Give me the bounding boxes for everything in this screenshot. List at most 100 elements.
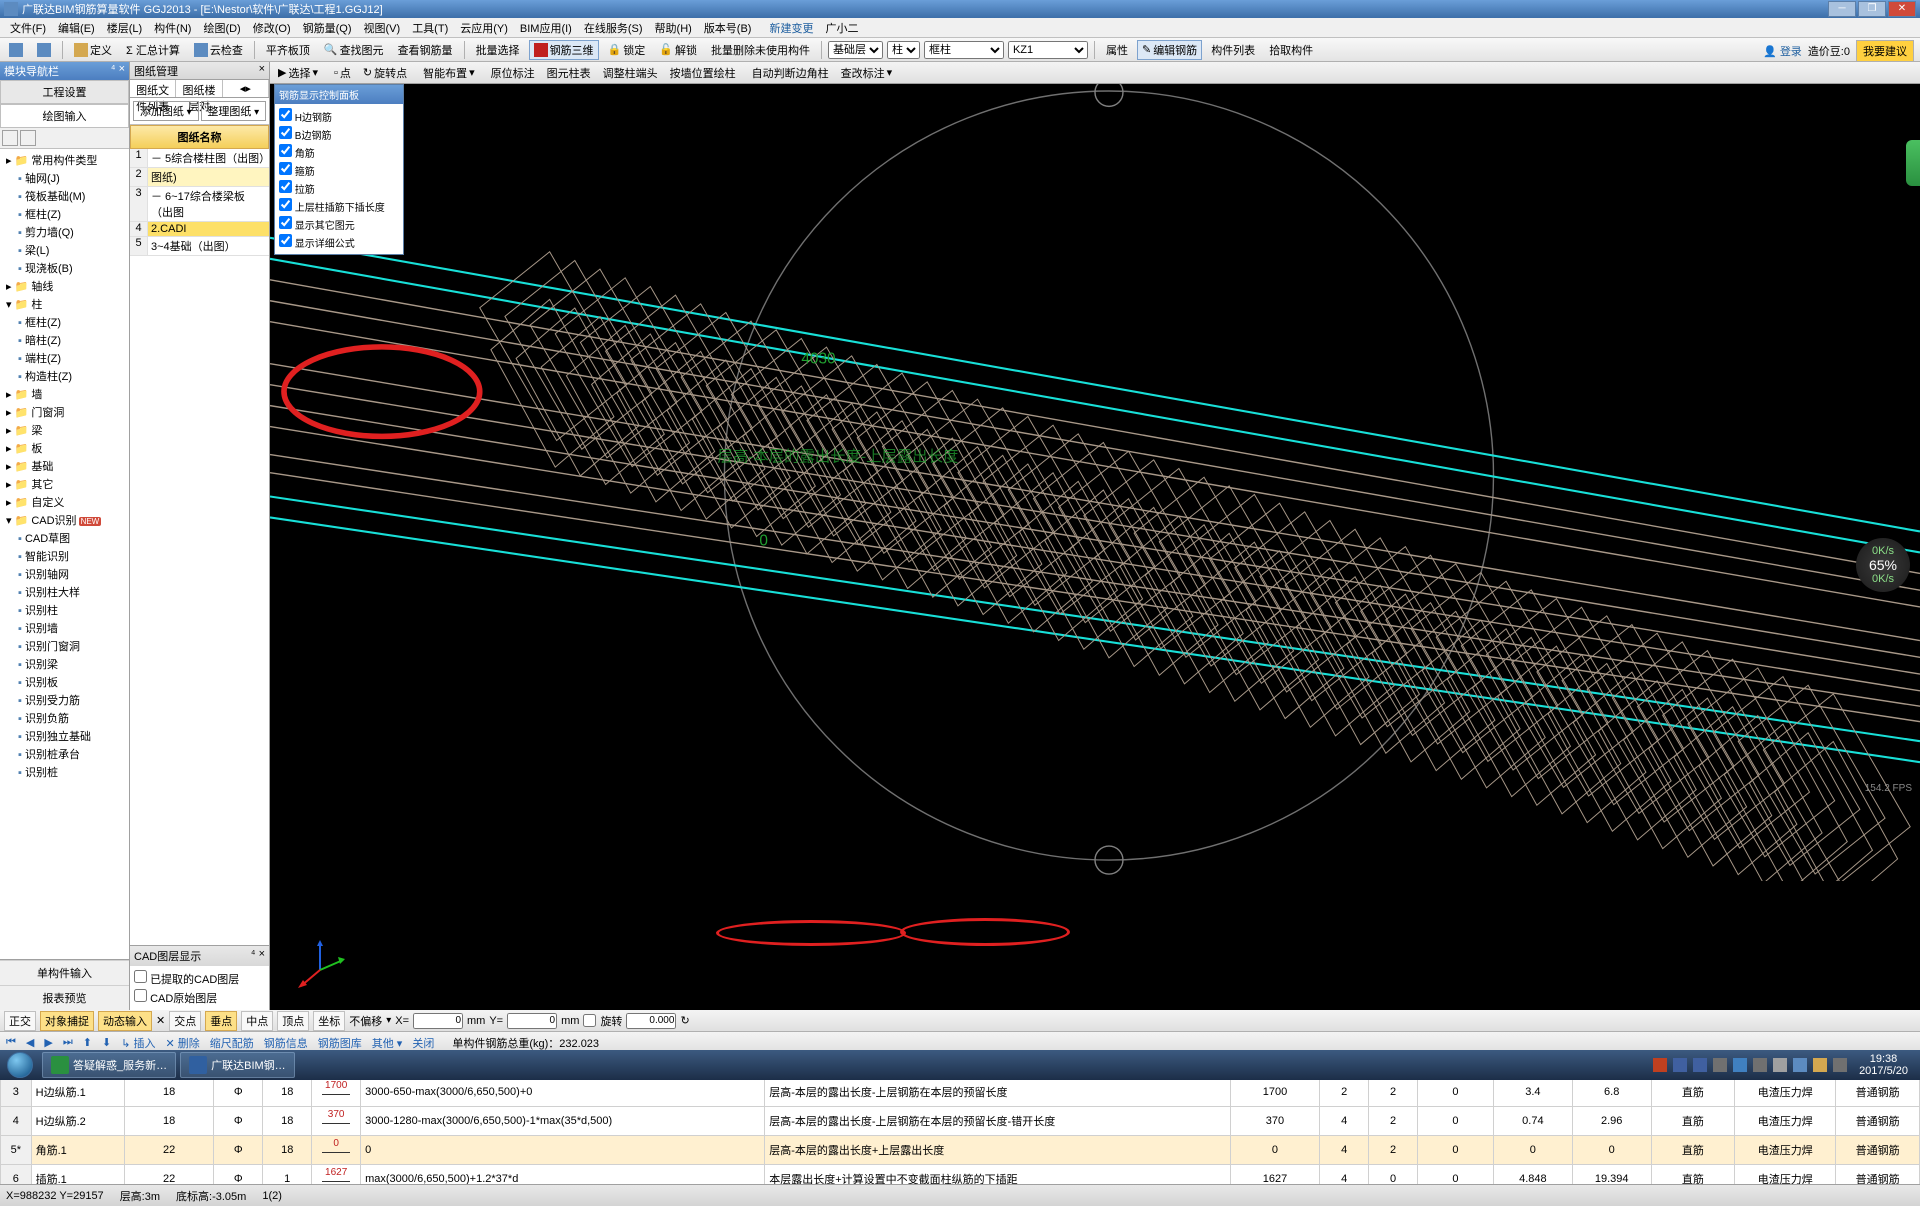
tree-node[interactable]: ▪ 剪力墙(Q) [2, 223, 127, 241]
tree-node[interactable]: ▪ 现浇板(B) [2, 259, 127, 277]
tree-node[interactable]: ▸ 📁 其它 [2, 475, 127, 493]
tool-lock[interactable]: 🔒锁定 [603, 40, 651, 60]
tree-node[interactable]: ▪ 识别梁 [2, 655, 127, 673]
tray-icon[interactable] [1713, 1058, 1727, 1072]
tree-node[interactable]: ▪ 识别负筋 [2, 709, 127, 727]
task-app-1[interactable]: 广联达BIM钢… [180, 1052, 295, 1078]
rb-close[interactable]: 关闭 [410, 1035, 436, 1051]
cat-select[interactable]: 柱 [887, 41, 920, 59]
table-row[interactable]: 3H边纵筋.118Φ1817003000-650-max(3000/6,650,… [1, 1078, 1920, 1107]
vp-coltable[interactable]: 图元柱表 [543, 64, 595, 82]
menu-online[interactable]: 在线服务(S) [578, 18, 649, 38]
menu-quantity[interactable]: 钢筋量(Q) [297, 18, 358, 38]
drawing-row[interactable]: 2图纸) [130, 168, 269, 187]
tray-clock[interactable]: 19:382017/5/20 [1853, 1053, 1914, 1077]
tray-volume-icon[interactable] [1833, 1058, 1847, 1072]
tree-node[interactable]: ▸ 📁 轴线 [2, 277, 127, 295]
cad-layer-item-0[interactable]: 已提取的CAD图层 [133, 969, 266, 988]
cad-layer-close-icon[interactable]: ⁴ × [251, 948, 265, 964]
tree-node[interactable]: ▾ 📁 柱 [2, 295, 127, 313]
nav-tree[interactable]: ▸ 📁 常用构件类型▪ 轴网(J)▪ 筏板基础(M)▪ 框柱(Z)▪ 剪力墙(Q… [0, 149, 129, 959]
drawing-add-button[interactable]: 添加图纸 ▾ [133, 101, 199, 121]
rebar-display-panel[interactable]: 钢筋显示控制面板 H边钢筋 B边钢筋 角筋 箍筋 拉筋 上层柱插筋下插长度 显示… [274, 84, 404, 255]
menu-modify[interactable]: 修改(O) [247, 18, 297, 38]
menu-draw[interactable]: 绘图(D) [197, 18, 246, 38]
menu-tool[interactable]: 工具(T) [406, 18, 454, 38]
tool-viewqty[interactable]: 查看钢筋量 [393, 40, 458, 60]
menu-file[interactable]: 文件(F) [4, 18, 52, 38]
drawing-tab-floors[interactable]: 图纸楼层对 [176, 80, 222, 97]
close-button[interactable]: ✕ [1888, 1, 1916, 17]
tree-node[interactable]: ▪ 构造柱(Z) [2, 367, 127, 385]
menu-floor[interactable]: 楼层(L) [101, 18, 148, 38]
3d-viewport[interactable]: ▶ 选择 ▾ ▫ 点 ↻ 旋转点 智能布置 ▾ 原位标注 图元柱表 调整柱端头 … [270, 62, 1920, 1010]
tool-batchdel[interactable]: 批量删除未使用构件 [706, 40, 815, 60]
rebar-disp-item[interactable]: 显示其它图元 [278, 215, 400, 233]
tool-pick[interactable]: 拾取构件 [1264, 40, 1318, 60]
nav-down[interactable]: ⬇ [100, 1036, 113, 1049]
tree-node[interactable]: ▸ 📁 门窗洞 [2, 403, 127, 421]
tree-node[interactable]: ▪ 框柱(Z) [2, 205, 127, 223]
rebar-disp-item[interactable]: 角筋 [278, 143, 400, 161]
tree-node[interactable]: ▪ 暗柱(Z) [2, 331, 127, 349]
tray-icon[interactable] [1673, 1058, 1687, 1072]
snap-rot-check[interactable] [583, 1014, 596, 1027]
menu-edit[interactable]: 编辑(E) [52, 18, 101, 38]
menu-cloud[interactable]: 云应用(Y) [454, 18, 514, 38]
nav-next[interactable]: ▶ [42, 1036, 54, 1049]
menu-newchange[interactable]: 新建变更 [763, 18, 819, 38]
drawing-row[interactable]: 3－ 6~17综合楼梁板（出图 [130, 187, 269, 222]
tree-node[interactable]: ▸ 📁 自定义 [2, 493, 127, 511]
menu-version[interactable]: 版本号(B) [698, 18, 758, 38]
tree-node[interactable]: ▪ 识别轴网 [2, 565, 127, 583]
tool-unlock[interactable]: 🔓解锁 [654, 40, 702, 60]
drawing-row[interactable]: 5 3~4基础（出图） [130, 237, 269, 256]
task-app-0[interactable]: 答疑解惑_服务新… [42, 1052, 176, 1078]
tool-cloudcheck[interactable]: 云检查 [189, 40, 248, 60]
tool-batchsel[interactable]: 批量选择 [471, 40, 525, 60]
nav-up[interactable]: ⬆ [81, 1036, 94, 1049]
tree-node[interactable]: ▪ 识别桩承台 [2, 745, 127, 763]
snap-osnap[interactable]: 对象捕捉 [40, 1011, 94, 1031]
vp-bywall[interactable]: 按墙位置绘柱 [666, 64, 740, 82]
tray-icon[interactable] [1813, 1058, 1827, 1072]
rb-lib[interactable]: 钢筋图库 [316, 1035, 364, 1051]
vp-point[interactable]: ▫ 点 [330, 64, 355, 82]
side-green-tab[interactable] [1906, 140, 1920, 186]
tree-node[interactable]: ▪ 识别板 [2, 673, 127, 691]
tree-node[interactable]: ▸ 📁 墙 [2, 385, 127, 403]
tree-node[interactable]: ▪ CAD草图 [2, 529, 127, 547]
cad-layer-item-1[interactable]: CAD原始图层 [133, 988, 266, 1007]
mini-expand-icon[interactable] [2, 130, 18, 146]
tree-node[interactable]: ▪ 识别墙 [2, 619, 127, 637]
drawing-list[interactable]: 1－ 5综合楼柱图（出图）2图纸)3－ 6~17综合楼梁板（出图4 2.CADI… [130, 149, 269, 256]
drawing-org-button[interactable]: 整理图纸 ▾ [201, 101, 267, 121]
tool-define[interactable]: 定义 [69, 40, 117, 60]
tool-sumcalc[interactable]: Σ 汇总计算 [121, 40, 185, 60]
tree-node[interactable]: ▾ 📁 CAD识别NEW [2, 511, 127, 529]
nav-prev[interactable]: ◀ [24, 1036, 36, 1049]
menu-view[interactable]: 视图(V) [358, 18, 407, 38]
tree-node[interactable]: ▪ 识别柱大样 [2, 583, 127, 601]
snap-y-input[interactable] [507, 1013, 557, 1029]
mini-collapse-icon[interactable] [20, 130, 36, 146]
tree-node[interactable]: ▪ 识别柱 [2, 601, 127, 619]
nav-bottom-report[interactable]: 报表预览 [0, 985, 129, 1010]
tray-icon[interactable] [1773, 1058, 1787, 1072]
menu-gxe[interactable]: 广小二 [819, 18, 864, 38]
snap-vert[interactable]: 顶点 [277, 1011, 309, 1031]
snap-rot-input[interactable] [626, 1013, 676, 1029]
tray-icon[interactable] [1693, 1058, 1707, 1072]
nav-bottom-single[interactable]: 单构件输入 [0, 960, 129, 985]
tool-complist[interactable]: 构件列表 [1206, 40, 1260, 60]
vp-rotpoint[interactable]: ↻ 旋转点 [359, 64, 411, 82]
vp-select[interactable]: ▶ 选择 ▾ [274, 64, 322, 82]
tree-node[interactable]: ▸ 📁 常用构件类型 [2, 151, 127, 169]
snap-dynin[interactable]: 动态输入 [98, 1011, 152, 1031]
rebar-disp-item[interactable]: B边钢筋 [278, 125, 400, 143]
drawing-tab-files[interactable]: 图纸文件列表 [130, 80, 176, 97]
floor-select[interactable]: 基础层 [828, 41, 883, 59]
tree-node[interactable]: ▪ 识别受力筋 [2, 691, 127, 709]
tray-icon[interactable] [1753, 1058, 1767, 1072]
rb-scale[interactable]: 缩尺配筋 [208, 1035, 256, 1051]
